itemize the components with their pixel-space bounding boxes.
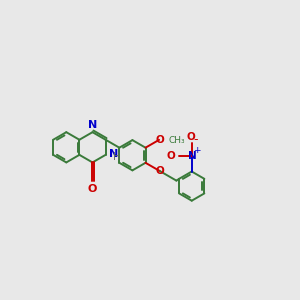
- Text: +: +: [193, 146, 200, 154]
- Text: -: -: [193, 133, 198, 146]
- Text: N: N: [109, 149, 118, 159]
- Text: N: N: [88, 120, 97, 130]
- Text: O: O: [186, 132, 195, 142]
- Text: CH₃: CH₃: [168, 136, 185, 145]
- Text: N: N: [188, 151, 197, 161]
- Text: O: O: [88, 184, 97, 194]
- Text: O: O: [156, 166, 164, 176]
- Text: O: O: [155, 135, 164, 145]
- Text: H: H: [113, 152, 121, 162]
- Text: O: O: [166, 151, 175, 161]
